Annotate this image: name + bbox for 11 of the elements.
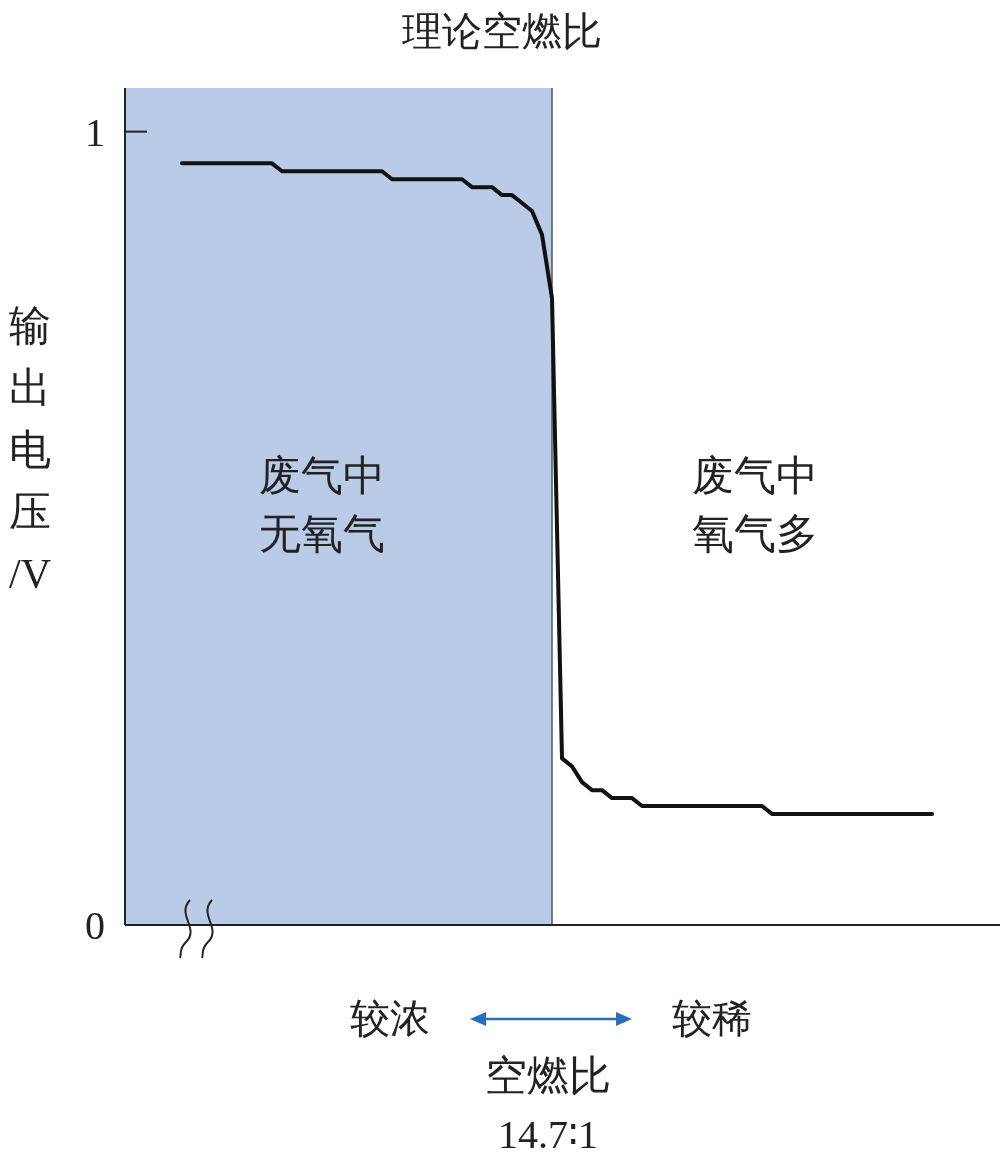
annotation: 较稀	[672, 996, 752, 1041]
annotation: 理论空燃比	[402, 9, 602, 54]
annotation: 废气中氧气多	[692, 453, 818, 557]
y-tick-label: 0	[85, 903, 105, 948]
ylabel: 输出电压/V	[9, 303, 51, 597]
y-tick-label: 1	[85, 109, 105, 155]
annotation: 14.7∶1	[498, 1112, 598, 1157]
annotation: 废气中无氧气	[259, 453, 385, 557]
xlabel: 空燃比	[485, 1053, 611, 1099]
annotation: 较浓	[350, 996, 430, 1041]
line-series	[180, 161, 934, 816]
